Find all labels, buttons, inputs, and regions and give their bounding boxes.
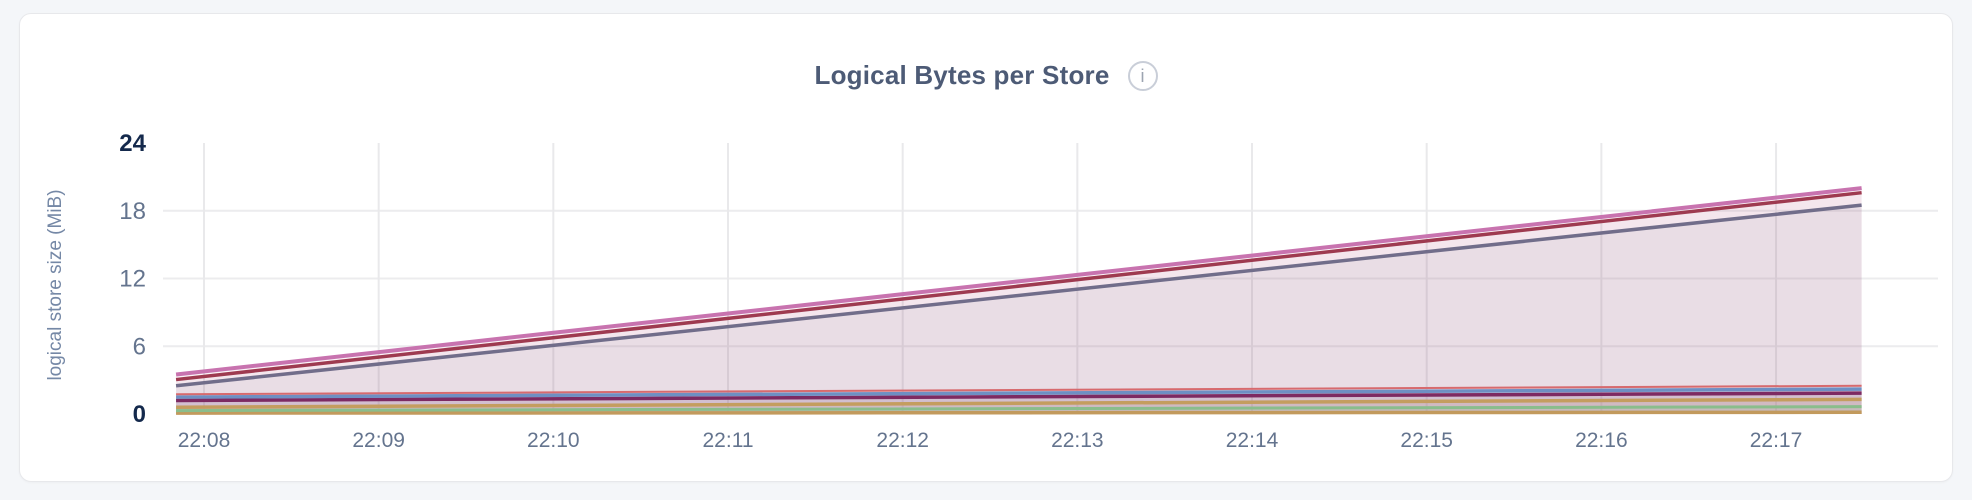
y-tick-label: 0 <box>133 401 146 428</box>
x-tick-label: 22:10 <box>527 429 580 452</box>
y-axis-title: logical store size (MiB) <box>45 189 66 380</box>
x-tick-label: 22:08 <box>178 429 231 452</box>
series-fill-series-3 <box>176 205 1862 414</box>
info-icon[interactable]: i <box>1127 60 1158 91</box>
x-tick-label: 22:11 <box>703 429 754 452</box>
series-fill-series-2 <box>176 192 1862 414</box>
x-tick-label: 22:14 <box>1226 429 1279 452</box>
x-tick-label: 22:09 <box>352 429 405 452</box>
y-tick-label: 24 <box>119 130 146 157</box>
chart-header: Logical Bytes per Store i <box>20 60 1952 91</box>
x-tick-label: 22:15 <box>1400 429 1453 452</box>
series-line-series-8 <box>176 405 1862 413</box>
series-line-series-6 <box>176 391 1862 403</box>
series-line-series-3 <box>175 203 1862 388</box>
chart-title: Logical Bytes per Store <box>814 60 1110 90</box>
x-tick-label: 22:12 <box>876 429 929 452</box>
y-tick-label: 12 <box>119 266 146 293</box>
series-line-series-2 <box>175 190 1862 382</box>
x-tick-label: 22:13 <box>1051 429 1104 452</box>
y-tick-label: 18 <box>119 198 146 225</box>
x-tick-label: 22:16 <box>1575 429 1628 452</box>
x-tick-label: 22:17 <box>1750 429 1803 452</box>
series-line-series-4 <box>176 384 1862 396</box>
series-fill-series-1 <box>176 188 1862 414</box>
series-line-series-9 <box>176 410 1862 415</box>
series-line-series-1 <box>175 186 1862 377</box>
series-line-series-7 <box>176 397 1862 409</box>
series-line-series-5 <box>176 387 1862 399</box>
y-tick-label: 6 <box>133 333 146 360</box>
